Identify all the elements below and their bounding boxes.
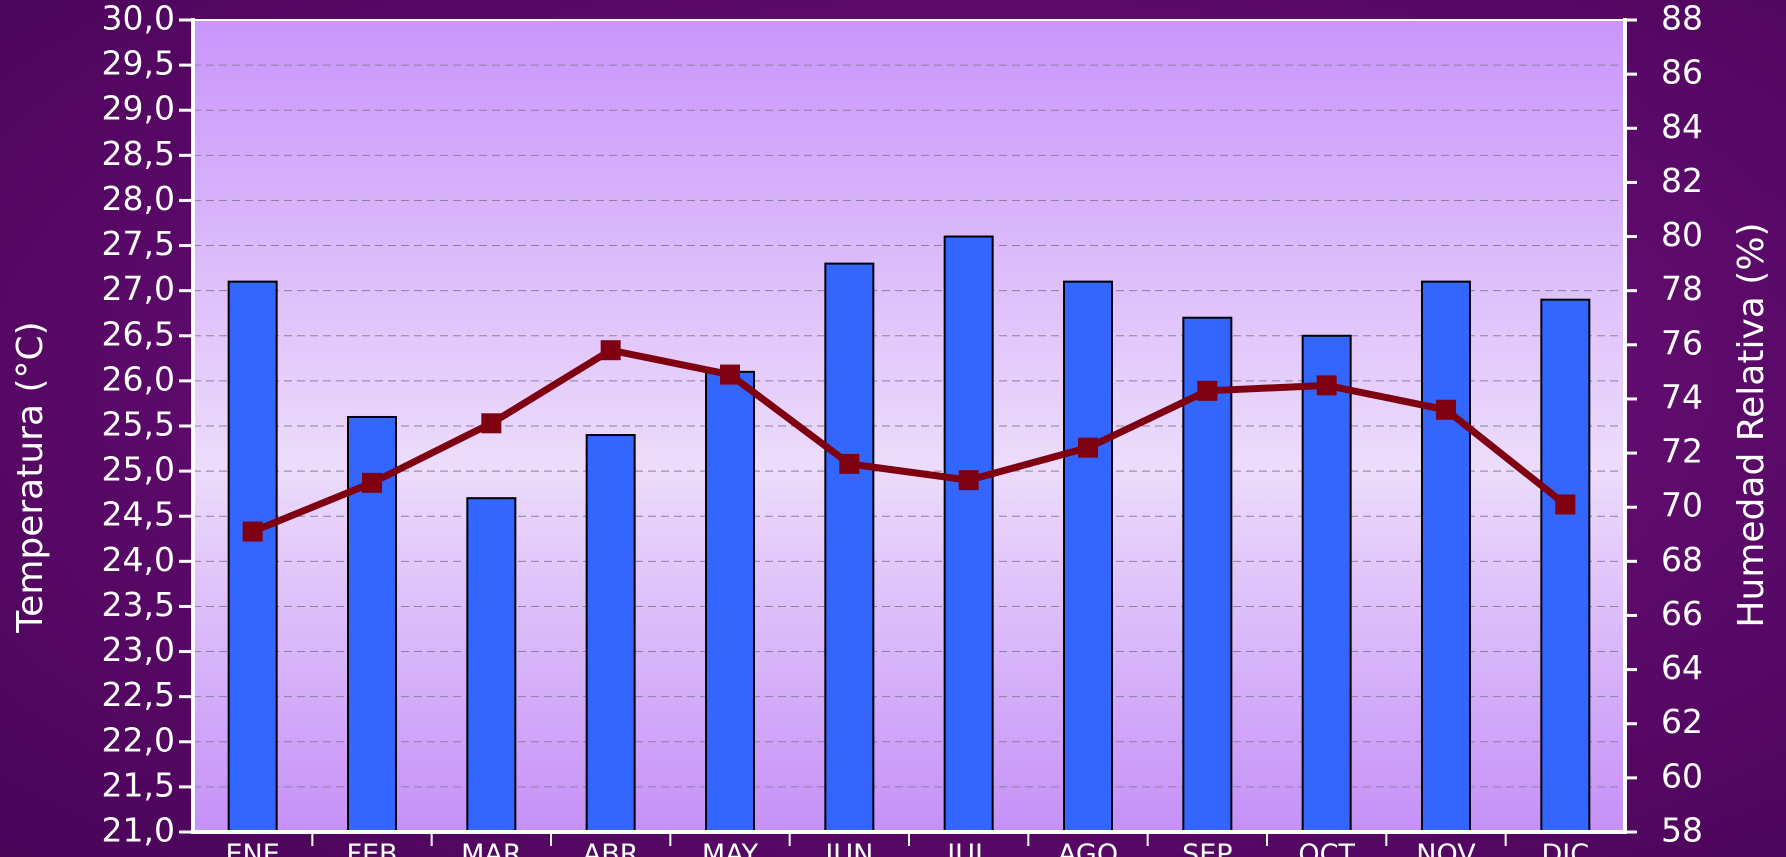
right-tick-label: 60 — [1661, 756, 1703, 795]
left-tick-label: 30,0 — [102, 0, 175, 38]
x-tick-label: FEB — [346, 839, 397, 857]
bar — [1182, 316, 1233, 833]
left-tick-label: 21,0 — [102, 811, 175, 850]
line-point — [242, 521, 263, 542]
bar — [1063, 280, 1113, 833]
gridlines — [193, 64, 1625, 788]
left-tick-label: 25,5 — [102, 405, 175, 444]
x-tick-label: MAY — [702, 839, 759, 857]
left-tick-label: 29,0 — [102, 89, 175, 128]
right-axis-ticks: 58 60 62 64 66 68 70 72 74 76 78 80 82 84 86 88 — [1661, 0, 1703, 850]
line-point — [958, 470, 979, 491]
right-tick-label: 76 — [1661, 323, 1703, 362]
left-tick-label: 23,5 — [102, 585, 175, 624]
right-tick-label: 78 — [1661, 269, 1703, 308]
humidity-line — [242, 340, 1576, 542]
left-tick-label: 23,0 — [102, 630, 175, 669]
right-tick-label: 72 — [1661, 432, 1703, 471]
humidity-series-line — [251, 346, 1568, 535]
right-tick-label: 62 — [1661, 702, 1703, 741]
x-tick-label: NOV — [1416, 839, 1476, 857]
axes — [179, 18, 1637, 846]
line-point — [481, 413, 502, 434]
line-point — [720, 364, 740, 385]
line-point — [1316, 375, 1337, 396]
left-tick-label: 25,0 — [102, 450, 175, 489]
left-tick-label: 26,0 — [102, 359, 175, 398]
right-tick-label: 84 — [1661, 107, 1703, 146]
left-tick-label: 29,5 — [102, 44, 175, 83]
x-tick-label: JUN — [823, 839, 873, 857]
right-tick-label: 86 — [1661, 53, 1703, 92]
right-tick-label: 58 — [1661, 811, 1703, 850]
bar — [1540, 298, 1591, 833]
left-tick-label: 28,0 — [102, 179, 175, 218]
x-tick-label: JUL — [945, 839, 990, 857]
left-tick-label: 24,0 — [102, 540, 175, 579]
x-axis-ticks: ENE FEB MAR ABR MAY JUN JUL AGO SEP OCT NOV DIC — [226, 839, 1590, 857]
x-tick-label: ABR — [583, 839, 639, 857]
bar — [585, 434, 636, 833]
line-point — [1078, 437, 1098, 458]
y2-axis-title: Humedad Relativa (%) — [1731, 222, 1772, 627]
left-tick-label: 27,0 — [102, 269, 175, 308]
bar — [824, 262, 875, 834]
left-tick-label: 22,0 — [102, 720, 175, 759]
x-tick-label: AGO — [1058, 839, 1118, 857]
left-tick-label: 26,5 — [102, 314, 175, 353]
bar — [705, 370, 755, 833]
right-tick-label: 66 — [1661, 594, 1703, 633]
x-tick-label: MAR — [461, 839, 522, 857]
left-tick-label: 27,5 — [102, 224, 175, 263]
left-tick-label: 22,5 — [102, 675, 175, 714]
right-tick-label: 68 — [1661, 540, 1703, 579]
right-tick-label: 64 — [1661, 648, 1703, 687]
left-tick-label: 24,5 — [102, 495, 175, 534]
bar — [1421, 280, 1471, 833]
right-tick-label: 88 — [1661, 0, 1703, 38]
x-tick-label: DIC — [1542, 839, 1590, 857]
line-point — [362, 472, 382, 493]
line-point — [600, 340, 621, 361]
line-point — [839, 453, 860, 474]
line-point — [1197, 380, 1218, 401]
bar — [943, 235, 994, 834]
x-tick-label: ENE — [226, 839, 280, 857]
line-point — [1436, 399, 1456, 420]
right-tick-label: 70 — [1661, 486, 1703, 525]
x-tick-label: OCT — [1298, 839, 1355, 857]
bar — [227, 280, 278, 833]
left-tick-label: 21,5 — [102, 765, 175, 804]
bar — [466, 497, 517, 833]
line-point — [1555, 494, 1576, 515]
right-tick-label: 80 — [1661, 215, 1703, 254]
right-tick-label: 74 — [1661, 377, 1703, 416]
x-tick-label: SEP — [1182, 839, 1232, 857]
right-tick-label: 82 — [1661, 161, 1703, 200]
left-tick-label: 28,5 — [102, 134, 175, 173]
bar — [1301, 334, 1352, 833]
y-axis-title: Temperatura (°C) — [10, 321, 51, 633]
left-axis-ticks: 21,0 21,5 22,0 22,5 23,0 23,5 24,0 24,5 25,0 25,5… — [102, 0, 175, 850]
